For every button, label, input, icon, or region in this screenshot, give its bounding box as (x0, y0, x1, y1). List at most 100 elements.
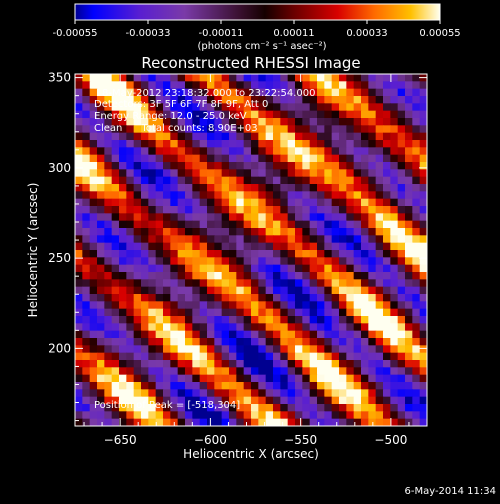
heatmap-cell (170, 88, 179, 97)
heatmap-cell (339, 220, 347, 229)
heatmap-cell (324, 308, 333, 317)
heatmap-cell (412, 294, 421, 302)
heatmap-cell (287, 132, 296, 141)
heatmap-cell (353, 286, 362, 295)
heatmap-cell (287, 198, 296, 207)
heatmap-cell (177, 198, 186, 207)
heatmap-cell (97, 125, 105, 134)
heatmap-cell (419, 88, 427, 97)
heatmap-cell (419, 228, 427, 236)
heatmap-cell (375, 191, 384, 200)
heatmap-cell (390, 418, 399, 426)
heatmap-cell (119, 286, 127, 295)
heatmap-cell (163, 206, 171, 214)
heatmap-cell (126, 125, 135, 134)
heatmap-cell (265, 125, 274, 134)
heatmap-cell (214, 360, 223, 368)
heatmap-cell (75, 198, 83, 207)
heatmap-cell (192, 184, 201, 192)
heatmap-cell (361, 162, 369, 170)
heatmap-cell (163, 147, 171, 156)
heatmap-cell (104, 374, 113, 383)
heatmap-cell (75, 367, 83, 376)
heatmap-cell (111, 411, 120, 420)
heatmap-cell (141, 74, 149, 82)
heatmap-cell (126, 140, 135, 148)
heatmap-cell (273, 96, 281, 104)
heatmap-cell (89, 279, 98, 288)
heatmap-cell (221, 191, 230, 200)
heatmap-cell (353, 294, 362, 302)
heatmap-cell (339, 367, 347, 376)
heatmap-cell (405, 382, 413, 390)
heatmap-cell (273, 308, 281, 317)
heatmap-cell (368, 140, 377, 148)
heatmap-cell (331, 418, 340, 426)
heatmap-cell (287, 118, 296, 126)
heatmap-cell (295, 323, 303, 332)
heatmap-cell (368, 279, 377, 288)
heatmap-cell (155, 213, 164, 222)
heatmap-cell (221, 411, 230, 420)
heatmap-cell (287, 396, 296, 405)
heatmap-cell (419, 118, 427, 126)
heatmap-cell (185, 272, 193, 280)
heatmap-cell (331, 301, 340, 310)
heatmap-cell (141, 382, 149, 390)
heatmap-cell (177, 418, 186, 426)
annotation-detectors: Detectors: 3F 5F 6F 7F 8F 9F, Att 0 (94, 99, 268, 110)
heatmap-cell (412, 242, 421, 251)
heatmap-cell (185, 206, 193, 214)
heatmap-cell (119, 81, 127, 90)
heatmap-cell (82, 257, 91, 266)
heatmap-cell (368, 250, 377, 258)
heatmap-cell (221, 404, 230, 412)
heatmap-cell (412, 125, 421, 134)
heatmap-cell (163, 257, 171, 266)
heatmap-cell (265, 396, 274, 405)
heatmap-cell (111, 96, 120, 104)
heatmap-cell (317, 242, 325, 251)
heatmap-cell (412, 206, 421, 214)
heatmap-cell (133, 418, 142, 426)
heatmap-cell (258, 382, 267, 390)
heatmap-cell (221, 330, 230, 339)
heatmap-cell (243, 132, 252, 141)
heatmap-cell (236, 74, 245, 82)
heatmap-cell (199, 411, 208, 420)
heatmap-cell (243, 404, 252, 412)
heatmap-cell (133, 140, 142, 148)
heatmap-cell (405, 250, 413, 258)
heatmap-cell (390, 184, 399, 192)
heatmap-cell (185, 154, 193, 163)
heatmap-cell (309, 96, 318, 104)
heatmap-cell (390, 382, 399, 390)
heatmap-cell (104, 272, 113, 280)
heatmap-cell (185, 316, 193, 324)
colorbar-tick-label: 0.00011 (273, 28, 314, 39)
heatmap-cell (141, 220, 149, 229)
heatmap-cell (229, 81, 237, 90)
heatmap-cell (185, 242, 193, 251)
heatmap-cell (229, 345, 237, 354)
heatmap-cell (390, 191, 399, 200)
heatmap-cell (258, 169, 267, 178)
heatmap-cell (214, 279, 223, 288)
heatmap-cell (361, 213, 369, 222)
heatmap-cell (383, 88, 391, 97)
heatmap-cell (89, 110, 98, 119)
heatmap-cell (324, 330, 333, 339)
heatmap-cell (207, 264, 215, 273)
heatmap-cell (192, 191, 201, 200)
heatmap-cell (397, 191, 406, 200)
heatmap-cell (199, 367, 208, 376)
heatmap-cell (383, 411, 391, 420)
heatmap-cell (75, 154, 83, 163)
heatmap-cell (375, 352, 384, 361)
heatmap-cell (295, 88, 303, 97)
heatmap-cell (82, 272, 91, 280)
heatmap-cell (353, 118, 362, 126)
y-tick-label: 200 (48, 341, 71, 355)
heatmap-cell (89, 418, 98, 426)
